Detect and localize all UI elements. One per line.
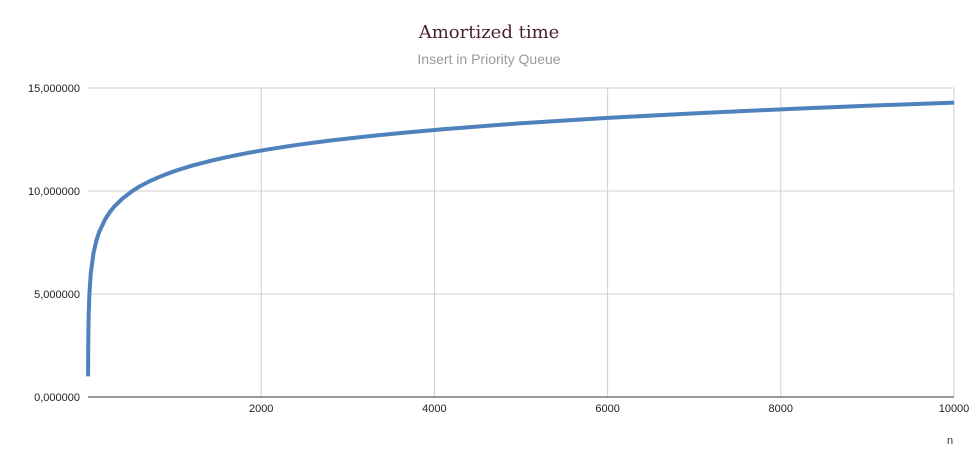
y-tick-label: 5,000000	[34, 289, 80, 301]
chart-title: Amortized time	[418, 22, 560, 43]
y-tick-label: 0,000000	[34, 392, 80, 404]
x-tick-label: 6000	[595, 403, 619, 415]
x-tick-label: 8000	[769, 403, 793, 415]
x-tick-label: 4000	[422, 403, 446, 415]
x-axis-label: n	[947, 435, 953, 447]
y-tick-label: 10,000000	[28, 186, 80, 198]
chart-subtitle: Insert in Priority Queue	[417, 51, 561, 67]
x-tick-label: 10000	[939, 403, 970, 415]
y-tick-label: 15,000000	[28, 83, 80, 95]
x-tick-label: 2000	[249, 403, 273, 415]
series-line-0	[86, 100, 955, 377]
